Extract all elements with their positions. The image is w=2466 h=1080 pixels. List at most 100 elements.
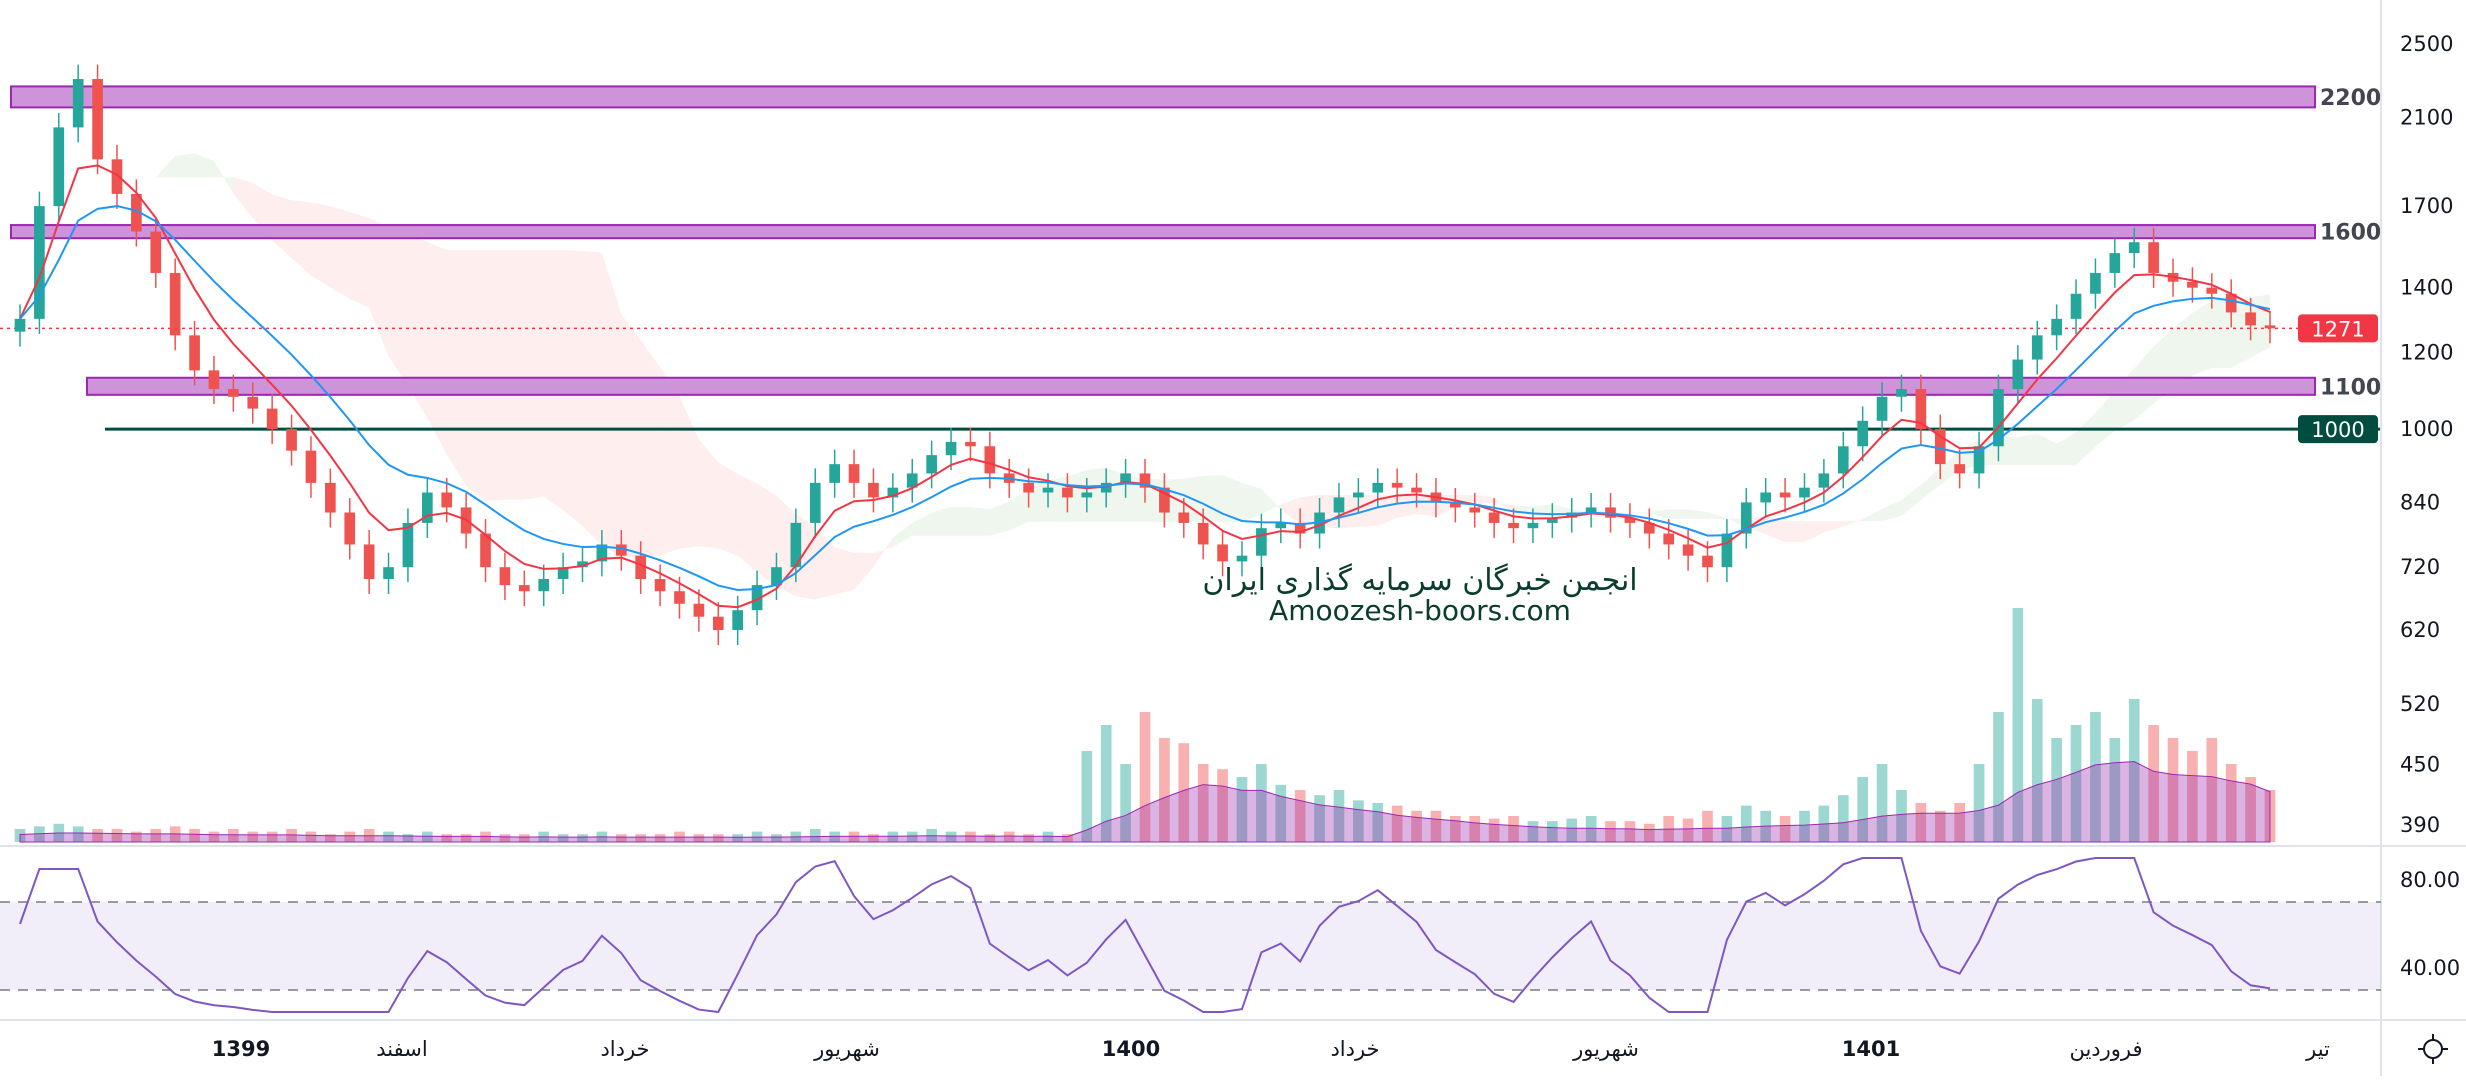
candle bbox=[1624, 503, 1636, 538]
cloud-segment bbox=[1086, 467, 1107, 522]
cloud-segment bbox=[504, 249, 525, 500]
cloud-segment bbox=[679, 396, 699, 549]
volume-bar bbox=[557, 834, 569, 842]
candle bbox=[111, 144, 123, 209]
candle-body bbox=[2070, 293, 2082, 319]
watermark-url: Amoozesh-boors.com bbox=[1269, 594, 1571, 627]
volume-bar bbox=[72, 826, 84, 842]
candle bbox=[1818, 458, 1830, 503]
volume-bar bbox=[1721, 816, 1733, 842]
volume-bar bbox=[1682, 818, 1694, 842]
cloud-segment bbox=[698, 439, 719, 549]
price-zones[interactable]: 2200 1600 1100 bbox=[0, 85, 2381, 431]
rsi-band-fill bbox=[0, 902, 2381, 990]
cloud-segment bbox=[834, 547, 855, 595]
candle-body bbox=[829, 464, 840, 483]
candle-body bbox=[344, 512, 356, 545]
volume-bar bbox=[1450, 816, 1461, 842]
candle bbox=[1120, 458, 1131, 498]
candle-body bbox=[1721, 533, 1733, 568]
cloud-segment bbox=[388, 226, 408, 386]
cloud-segment bbox=[912, 512, 932, 536]
candle-body bbox=[732, 610, 744, 631]
candle bbox=[2090, 258, 2101, 309]
candle-body bbox=[53, 127, 65, 207]
candle-body bbox=[1159, 487, 1170, 513]
candle-body bbox=[868, 482, 879, 498]
candle-body bbox=[1740, 502, 1752, 534]
candle bbox=[2012, 345, 2024, 405]
candle bbox=[1139, 458, 1151, 503]
candle bbox=[72, 64, 84, 143]
cloud-segment bbox=[1261, 488, 1281, 515]
time-axis[interactable]: 1399 اسفند خرداد شهریور 1400 خرداد شهریور 1401 ف… bbox=[212, 1037, 2330, 1061]
candle-body bbox=[2148, 242, 2159, 273]
zone-1100 bbox=[86, 376, 2316, 396]
cloud-segment bbox=[1804, 521, 1824, 543]
price-tick-label: 840 bbox=[2400, 490, 2440, 514]
candle bbox=[2264, 310, 2276, 344]
candle-body bbox=[1256, 528, 1267, 556]
rsi-tick-label: 40.00 bbox=[2400, 956, 2460, 980]
candle bbox=[712, 602, 724, 646]
candle bbox=[1896, 374, 1907, 412]
candle-body bbox=[1915, 389, 1927, 430]
volume-bar bbox=[1934, 810, 1946, 842]
candle-body bbox=[751, 585, 763, 611]
cloud-segment bbox=[1280, 497, 1301, 525]
cloud-segment bbox=[310, 202, 331, 288]
candle bbox=[169, 258, 181, 351]
cloud-segment bbox=[892, 522, 913, 548]
time-label: شهریور bbox=[813, 1037, 880, 1061]
volume-bar bbox=[2167, 738, 2179, 842]
candle bbox=[2031, 320, 2043, 375]
volume-bar bbox=[1062, 834, 1073, 842]
candle-body bbox=[1236, 555, 1248, 562]
time-label: شهریور bbox=[1572, 1037, 1639, 1061]
candle bbox=[150, 217, 162, 288]
zone-label-2200: 2200 bbox=[2320, 86, 2381, 111]
cloud-segment bbox=[757, 483, 777, 588]
candle-body bbox=[480, 533, 491, 568]
candle-body bbox=[1508, 522, 1519, 529]
volume-bar bbox=[499, 834, 511, 842]
candle-body bbox=[1062, 487, 1073, 498]
candle-body bbox=[1837, 446, 1849, 474]
volume-bar bbox=[887, 831, 899, 842]
cloud-segment bbox=[2056, 432, 2077, 466]
candle-body bbox=[1760, 492, 1772, 503]
candle bbox=[1391, 468, 1403, 503]
candle-body bbox=[286, 429, 297, 451]
cloud-segment bbox=[1241, 482, 1262, 522]
volume-bar bbox=[1585, 816, 1597, 842]
price-axis[interactable]: 2500 2100 1700 1400 1200 1000 840 720 620 520 450 3… bbox=[2298, 32, 2460, 980]
candle bbox=[577, 546, 588, 583]
volume-bar bbox=[1605, 821, 1616, 842]
volume-bar bbox=[228, 829, 239, 842]
volume-bar bbox=[1799, 810, 1810, 842]
time-label: اسفند bbox=[376, 1037, 427, 1061]
volume-bar bbox=[1081, 751, 1093, 842]
volume-bar bbox=[247, 831, 259, 842]
volume-bar bbox=[654, 834, 666, 842]
settings-icon[interactable] bbox=[2418, 1034, 2448, 1064]
candle bbox=[596, 530, 608, 577]
candle-body bbox=[654, 579, 666, 592]
candles bbox=[14, 64, 2276, 646]
cloud-segment bbox=[233, 177, 253, 218]
price-tick-label: 1700 bbox=[2400, 194, 2453, 218]
candle-body bbox=[2225, 293, 2237, 313]
price-tick-label: 720 bbox=[2400, 555, 2440, 579]
candle-body bbox=[538, 579, 550, 592]
candle bbox=[615, 530, 627, 571]
candle bbox=[53, 112, 65, 222]
volume-bar bbox=[1275, 784, 1287, 842]
candle bbox=[1353, 478, 1364, 513]
candle bbox=[402, 508, 414, 583]
volume-bar bbox=[1178, 743, 1190, 842]
volume-bar bbox=[92, 829, 103, 842]
candle-body bbox=[1643, 522, 1655, 534]
volume-bar bbox=[2031, 699, 2043, 842]
cloud-segment bbox=[1901, 484, 1921, 516]
